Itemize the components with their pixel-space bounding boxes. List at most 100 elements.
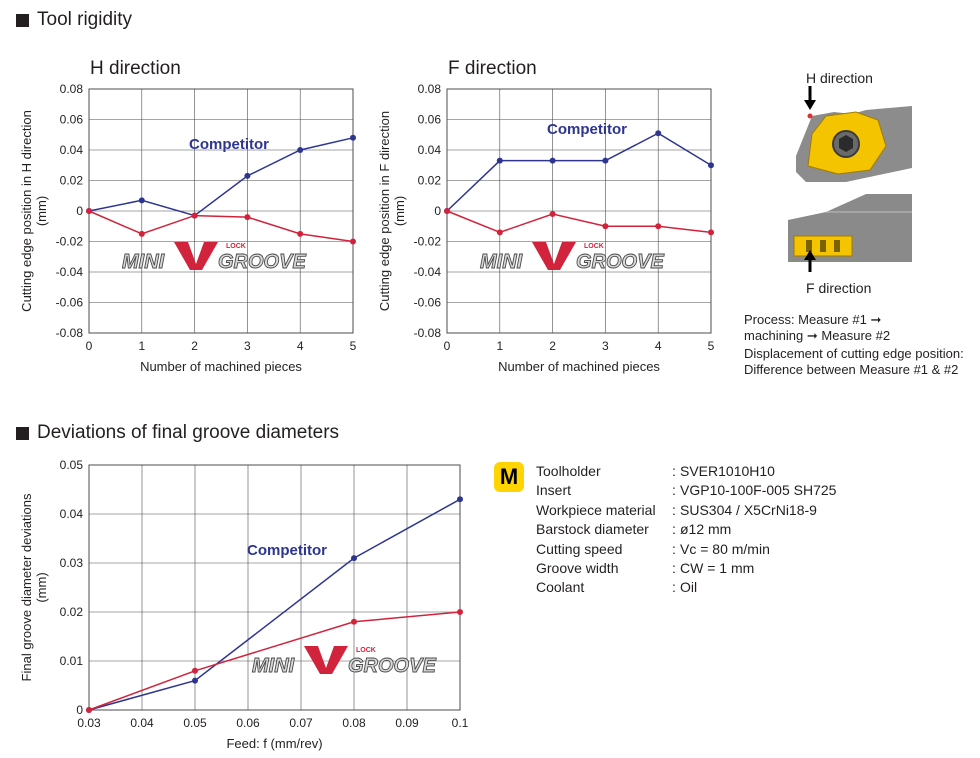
- y-tick-label: 0.04: [60, 143, 84, 157]
- data-point: [192, 667, 198, 674]
- condition-row: Workpiece material: SUS304 / X5CrNi18-9: [536, 501, 836, 520]
- condition-separator: :: [672, 501, 676, 518]
- series-line: [446, 210, 712, 234]
- y-tick-label: 0: [76, 204, 83, 218]
- series-line: [446, 132, 712, 212]
- condition-separator: :: [672, 463, 676, 479]
- y-tick-label: 0.02: [60, 605, 84, 619]
- y-tick-label: 0.08: [418, 82, 442, 96]
- y-tick-label: -0.08: [414, 326, 442, 340]
- arrow-right-icon: ➞: [806, 328, 818, 343]
- data-point: [86, 707, 92, 713]
- y-tick-label: 0.05: [60, 458, 84, 472]
- x-axis-label: Feed: f (mm/rev): [226, 736, 322, 751]
- x-tick-label: 5: [708, 339, 715, 353]
- logo-groove: GROOVE: [348, 655, 436, 677]
- condition-row: Coolant: Oil: [536, 578, 836, 597]
- x-axis-label: Number of machined pieces: [498, 359, 660, 374]
- data-point: [192, 677, 198, 684]
- x-tick-label: 5: [350, 339, 357, 353]
- y-tick-label: 0: [76, 703, 83, 717]
- data-point: [244, 172, 251, 179]
- data-point: [138, 197, 145, 204]
- series-line: [88, 611, 461, 711]
- condition-label: Groove width: [536, 559, 619, 576]
- y-tick-label: 0.01: [60, 654, 84, 668]
- tool-side-illustration: [788, 194, 912, 272]
- data-point: [351, 555, 357, 562]
- logo-v: [174, 242, 218, 270]
- x-tick-label: 4: [655, 339, 662, 353]
- condition-label: Insert: [536, 482, 572, 499]
- logo-lock: LOCK: [226, 243, 246, 250]
- condition-row: Groove width: CW = 1 mm: [536, 559, 836, 578]
- data-point: [549, 211, 556, 218]
- data-point: [708, 162, 714, 169]
- y-tick-label: 0.03: [60, 556, 84, 570]
- data-point: [244, 214, 251, 221]
- data-point: [138, 230, 145, 237]
- data-point: [191, 212, 198, 219]
- series-label: Competitor: [547, 121, 627, 138]
- conditions-table: Toolholder: SVER1010H10 Insert: VGP10-100F-…: [536, 462, 836, 598]
- section-title-deviations: Deviations of final groove diameters: [16, 422, 339, 444]
- data-point: [655, 130, 662, 137]
- y-axis-label: Final groove diameter deviations: [19, 493, 34, 681]
- section-title-text: Deviations of final groove diameters: [37, 422, 340, 443]
- chart-title-h: H direction: [90, 58, 181, 79]
- y-tick-label: -0.04: [56, 265, 84, 279]
- data-point: [496, 157, 503, 164]
- x-tick-label: 0.07: [289, 716, 313, 730]
- x-tick-label: 2: [191, 339, 198, 353]
- bullet-square-icon: [16, 426, 29, 440]
- process-note: Process: Measure #1 ➞ machining ➞ Measur…: [744, 312, 890, 344]
- f-direction-chart: 0.080.060.040.020-0.02-0.04-0.06-0.080 1 2…: [377, 82, 715, 374]
- data-point: [457, 496, 463, 503]
- data-point: [297, 147, 304, 153]
- data-point: [351, 618, 357, 625]
- logo-groove: GROOVE: [218, 251, 306, 273]
- condition-separator: :: [672, 482, 676, 499]
- y-tick-label: -0.06: [56, 296, 84, 310]
- condition-value: SUS304 / X5CrNi18-9: [680, 501, 817, 518]
- x-tick-label: 1: [138, 339, 145, 353]
- y-tick-label: 0.02: [418, 174, 442, 188]
- condition-separator: :: [672, 579, 676, 596]
- condition-separator: :: [672, 521, 676, 538]
- data-point: [444, 208, 450, 214]
- x-tick-label: 3: [602, 339, 609, 353]
- logo-v: [304, 646, 348, 674]
- chart-title-f: F direction: [448, 58, 537, 79]
- condition-label: Toolholder: [536, 463, 601, 479]
- y-tick-label: -0.02: [56, 235, 84, 249]
- y-tick-label: 0.02: [60, 174, 84, 188]
- y-tick-label: -0.04: [414, 265, 442, 279]
- y-tick-label: 0.04: [60, 507, 84, 521]
- condition-row: Toolholder: SVER1010H10: [536, 462, 836, 481]
- condition-value: Vc = 80 m/min: [680, 540, 770, 557]
- x-tick-label: 0: [444, 339, 451, 353]
- y-axis-label: Cutting edge position in H direction: [19, 110, 34, 312]
- arrow-right-icon: ➞: [870, 312, 882, 327]
- process-machining: machining: [744, 328, 804, 343]
- data-point: [350, 238, 356, 245]
- bullet-square-icon: [16, 13, 29, 27]
- condition-label: Cutting speed: [536, 540, 623, 557]
- x-tick-label: 0.05: [183, 716, 207, 730]
- y-tick-label: -0.06: [414, 296, 442, 310]
- data-point: [86, 208, 92, 214]
- process-measure2: Measure #2: [821, 328, 891, 343]
- series-line: [88, 498, 461, 711]
- displacement-line2: Difference between Measure #1 & #2: [744, 362, 959, 377]
- m-badge: M: [494, 462, 524, 492]
- x-tick-label: 0.1: [452, 716, 469, 730]
- condition-separator: :: [672, 540, 676, 557]
- series-line: [88, 210, 354, 243]
- condition-value: SVER1010H10: [680, 463, 775, 479]
- condition-separator: :: [672, 559, 676, 576]
- logo-lock: LOCK: [584, 243, 604, 250]
- y-tick-label: -0.08: [56, 326, 84, 340]
